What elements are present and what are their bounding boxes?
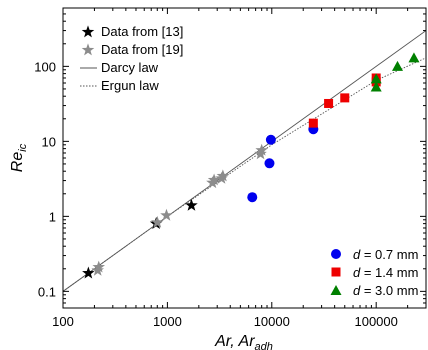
- legend-d-text: = 1.4 mm: [360, 265, 418, 280]
- legend-star-mark: [81, 25, 95, 38]
- legend-square-icon: [331, 267, 341, 277]
- data-point-star: [185, 198, 198, 211]
- x-axis-title: Ar, Aradh: [214, 333, 273, 350]
- y-axis-title: Reic: [9, 143, 29, 172]
- data-point-square: [340, 93, 350, 103]
- data-point-square: [308, 118, 318, 128]
- legend-item-data-13: Data from [13]: [81, 24, 183, 39]
- legend-label: d = 0.7 mm: [353, 247, 418, 262]
- data-point-triangle: [370, 81, 382, 92]
- legend-item-d07: d = 0.7 mm: [331, 247, 418, 262]
- data-point-square: [324, 98, 334, 108]
- data-point-star: [207, 173, 221, 186]
- axis-ticks: [62, 7, 427, 309]
- data-point-star: [151, 215, 164, 228]
- data-point-triangle: [370, 73, 382, 84]
- legend-d-text: = 3.0 mm: [360, 283, 418, 298]
- legend-label: Ergun law: [101, 78, 159, 93]
- data-point-star: [82, 266, 95, 279]
- legend-label: Darcy law: [101, 60, 159, 75]
- legend-triangle-icon: [330, 285, 342, 295]
- legend-circle-icon: [331, 249, 341, 259]
- data-point-circle: [264, 158, 275, 169]
- y-axis-title-main: Re: [9, 152, 26, 173]
- y-axis-title-sub: ic: [17, 143, 29, 151]
- x-tick-label: 10000: [254, 314, 290, 329]
- legend-item-d14: d = 1.4 mm: [331, 265, 418, 280]
- y-tick-label: 100: [34, 59, 56, 74]
- legend-label: d = 3.0 mm: [353, 283, 418, 298]
- legend-d-symbol: d: [353, 265, 361, 280]
- data-point-star: [255, 143, 268, 156]
- y-tick-labels: 0.1 1 10 100: [34, 59, 56, 299]
- legend-star-gray-icon: [81, 43, 95, 56]
- y-tick-label: 0.1: [38, 284, 56, 299]
- legend-d-symbol: d: [353, 247, 361, 262]
- legend-label: d = 1.4 mm: [353, 265, 418, 280]
- legend-bottom-right: d = 0.7 mm d = 1.4 mm d = 3.0 mm: [330, 247, 418, 298]
- data-point-triangle: [391, 60, 403, 71]
- data-point-triangle: [408, 52, 420, 63]
- data-point-star: [160, 208, 173, 221]
- x-tick-label: 1000: [153, 314, 182, 329]
- legend-item-data-19: Data from [19]: [81, 42, 183, 57]
- legend-item-ergun: Ergun law: [80, 78, 159, 93]
- x-tick-label: 100000: [354, 314, 397, 329]
- x-axis-title-main: Ar, Ar: [214, 333, 255, 350]
- darcy-law-line: [63, 30, 426, 292]
- data-points: [82, 52, 420, 279]
- y-tick-label: 1: [49, 209, 56, 224]
- x-axis-title-sub: adh: [255, 341, 273, 350]
- legend-label: Data from [19]: [101, 42, 183, 57]
- data-point-star: [216, 169, 230, 182]
- fit-lines: [63, 30, 426, 292]
- x-tick-label: 100: [52, 314, 74, 329]
- data-point-circle: [265, 134, 276, 145]
- data-point-star: [92, 260, 106, 273]
- legend-star-mark: [81, 43, 95, 56]
- legend-label: Data from [13]: [101, 24, 183, 39]
- legend-d-symbol: d: [353, 283, 361, 298]
- legend-d-text: = 0.7 mm: [360, 247, 418, 262]
- legend-star-black-icon: [81, 25, 95, 38]
- data-point-circle: [247, 192, 258, 203]
- ergun-law-line: [63, 57, 426, 292]
- legend-item-d30: d = 3.0 mm: [330, 283, 418, 298]
- legend-top-left: Data from [13] Data from [19] Darcy law …: [80, 24, 183, 93]
- x-tick-labels: 100 1000 10000 100000: [52, 314, 398, 329]
- legend-item-darcy: Darcy law: [80, 60, 159, 75]
- y-tick-label: 10: [42, 134, 56, 149]
